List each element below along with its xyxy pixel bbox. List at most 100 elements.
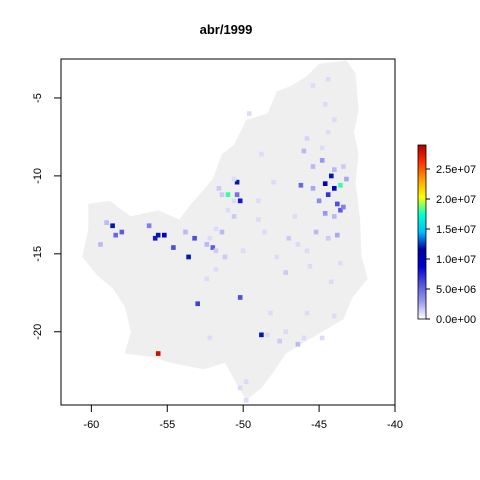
raster-cell [314,230,319,235]
raster-cell [296,342,301,347]
raster-cell [214,267,219,272]
raster-cell [238,295,243,300]
raster-cell [192,236,197,241]
raster-cell [104,220,109,225]
raster-cell [183,230,188,235]
raster-cell [265,333,270,338]
raster-cell [232,177,237,182]
raster-cell [305,248,310,253]
raster-cell [244,379,249,384]
x-tick-label: -60 [83,419,99,431]
raster-cell [186,255,191,260]
raster-cell [277,339,282,344]
raster-cell [262,230,267,235]
raster-cell [293,214,298,219]
raster-cell [238,199,243,204]
x-tick-label: -40 [387,419,403,431]
colorbar-tick-label: 1.5e+07 [436,224,476,236]
raster-cell [220,230,225,235]
raster-cell [220,192,225,197]
raster-cell [268,311,273,316]
raster-cell [259,333,264,338]
raster-cell [156,351,161,356]
colorbar-tick-label: 2.5e+07 [436,164,476,176]
raster-cell [338,183,343,188]
raster-cell [311,83,316,88]
raster-cell [311,186,316,191]
x-tick-label: -45 [311,419,327,431]
raster-cell [326,236,331,241]
raster-cell [335,233,340,238]
raster-cell [296,242,301,247]
raster-cell [332,214,337,219]
raster-cell [332,167,337,172]
raster-cell [208,236,213,241]
raster-cell [326,130,331,135]
raster-cell [256,217,261,222]
raster-cell [323,181,328,186]
raster-cell [156,233,161,238]
raster-cell [195,301,200,306]
x-tick-label: -50 [235,419,251,431]
x-tick-label: -55 [159,419,175,431]
raster-cell [302,336,307,341]
raster-cell [259,152,264,157]
raster-cell [256,199,261,204]
raster-cell [311,164,316,169]
colorbar-tick-label: 2.0e+07 [436,194,476,206]
raster-cell [283,270,288,275]
raster-cell [317,199,322,204]
y-tick-label: -10 [32,168,44,184]
raster-cell [226,192,231,197]
colorbar-tick-label: 0.0e+00 [436,314,476,326]
raster-cell [326,192,331,197]
raster-cell [271,180,276,185]
y-tick-label: -5 [32,93,44,103]
y-tick-label: -20 [32,324,44,340]
raster-cell [232,214,237,219]
raster-cell [332,314,337,319]
raster-cell [326,77,331,82]
raster-cell [335,202,340,207]
raster-cell [323,102,328,107]
raster-cell [226,208,231,213]
raster-cell [299,183,304,188]
raster-cell [147,223,152,228]
raster-cell [232,199,237,204]
raster-cell [241,248,246,253]
raster-cell [214,227,219,232]
raster-cell [247,111,252,116]
raster-cell [320,146,325,151]
raster-cell [98,242,103,247]
raster-cell [320,336,325,341]
y-tick-label: -15 [32,246,44,262]
raster-cell [329,174,334,179]
raster-cell [235,192,240,197]
raster-cell [205,242,210,247]
raster-cell [217,186,222,191]
raster-cell [238,386,243,391]
raster-cell [332,186,337,191]
raster-cell [110,223,115,228]
raster-cell [305,311,310,316]
raster-cell [171,245,176,250]
raster-cell [305,136,310,141]
raster-cell [287,236,292,241]
raster-cell [341,205,346,210]
raster-cell [341,164,346,169]
raster-cell [208,336,213,341]
colorbar [418,145,426,319]
raster-cell [283,329,288,334]
raster-cell [120,230,125,235]
colorbar-tick-label: 5.0e+06 [436,284,476,296]
raster-cell [205,276,210,281]
raster-cell [113,233,118,238]
raster-cell [332,117,337,122]
colorbar-tick-label: 1.0e+07 [436,254,476,266]
raster-cell [323,211,328,216]
raster-cell [302,149,307,154]
raster-cell [162,233,167,238]
raster-cell [223,255,228,260]
raster-cell [320,158,325,163]
